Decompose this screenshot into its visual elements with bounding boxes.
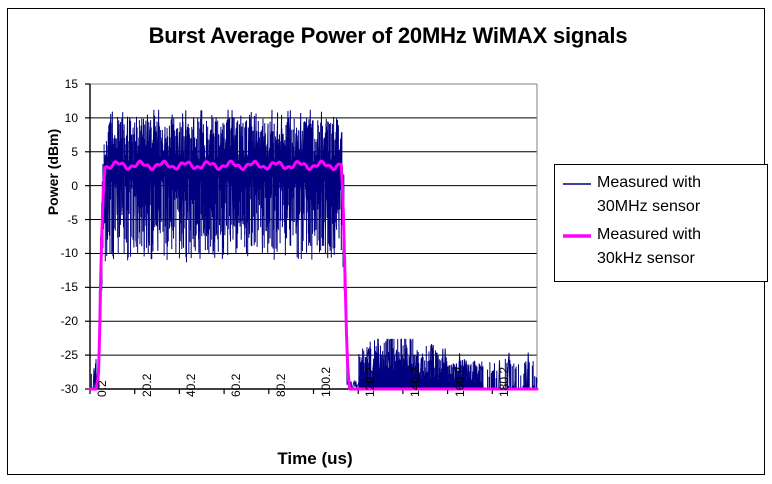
x-axis-tick-label: 160.2 <box>452 366 467 397</box>
y-axis-tick-label: -10 <box>60 246 78 261</box>
chart-container: Burst Average Power of 20MHz WiMAX signa… <box>7 8 768 475</box>
legend-label-30khz-line2: 30kHz sensor <box>597 250 695 267</box>
y-axis-tick-label: 5 <box>71 144 78 159</box>
series-30mhz-spikes <box>98 115 347 301</box>
legend-entry-30mhz: Measured with 30MHz sensor <box>563 171 763 221</box>
x-axis-tick-label: 40.2 <box>184 373 199 397</box>
y-axis-tick-label: 10 <box>64 110 78 125</box>
legend-label-30mhz-line2: 30MHz sensor <box>597 198 701 215</box>
legend-label-30mhz: Measured with 30MHz sensor <box>597 171 765 219</box>
x-axis-tick-label: 20.2 <box>139 373 154 397</box>
x-axis-title: Time (us) <box>277 449 353 468</box>
x-axis-tick-label: 180.2 <box>497 366 512 397</box>
x-axis-tick-label: 100.2 <box>318 366 333 397</box>
series-30khz-trace <box>88 159 539 391</box>
x-axis-tick-label: 0.2 <box>95 380 109 397</box>
y-axis-tick-label: -5 <box>67 212 78 227</box>
x-axis-tick-label: 140.2 <box>407 366 422 397</box>
legend-label-30khz-line1: Measured with <box>597 226 702 243</box>
legend-label-30khz: Measured with 30kHz sensor <box>597 223 765 271</box>
legend-label-30mhz-line1: Measured with <box>597 174 702 191</box>
legend-entry-30khz: Measured with 30kHz sensor <box>563 223 763 273</box>
y-axis-tick-label: -15 <box>60 280 78 295</box>
chart-legend: Measured with 30MHz sensor Measured with… <box>554 164 768 282</box>
x-axis-tick-label: 80.2 <box>273 373 288 397</box>
plot-area <box>85 83 539 394</box>
x-axis-tick-label: 120.2 <box>363 366 378 397</box>
y-axis-tick-label: 15 <box>64 77 78 91</box>
legend-line-swatch-30khz <box>563 234 591 238</box>
y-axis-tick-label: -25 <box>60 348 78 363</box>
chart-title: Burst Average Power of 20MHz WiMAX signa… <box>148 23 628 48</box>
y-axis-tick-label: 0 <box>71 178 78 193</box>
legend-line-swatch-30mhz <box>563 183 591 185</box>
series-30mhz-noise-floor <box>89 338 537 389</box>
x-axis-tick-label: 60.2 <box>229 373 244 397</box>
y-axis-tick-label: -20 <box>60 314 78 329</box>
y-axis-tick-label: -30 <box>60 382 78 396</box>
